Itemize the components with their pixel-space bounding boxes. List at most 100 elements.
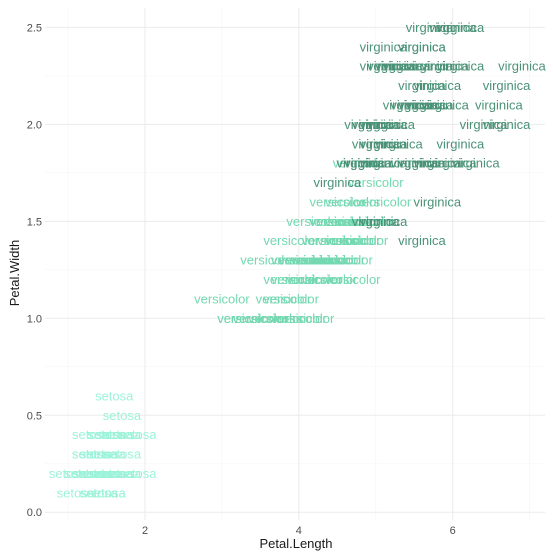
point-label-versicolor: versicolor xyxy=(279,253,335,268)
series-setosa: setosasetosasetosasetosasetosasetosaseto… xyxy=(49,388,157,500)
point-label-versicolor: versicolor xyxy=(302,253,358,268)
point-label-setosa: setosa xyxy=(64,466,103,481)
point-label-virginica: virginica xyxy=(313,175,361,190)
point-label-virginica: virginica xyxy=(498,59,546,74)
point-label-setosa: setosa xyxy=(87,466,126,481)
point-label-virginica: virginica xyxy=(375,136,423,151)
point-label-virginica: virginica xyxy=(360,39,408,54)
point-label-versicolor: versicolor xyxy=(286,272,342,287)
point-label-setosa: setosa xyxy=(72,466,111,481)
point-label-setosa: setosa xyxy=(72,466,111,481)
point-label-setosa: setosa xyxy=(80,466,119,481)
point-label-versicolor: versicolor xyxy=(217,311,273,326)
point-label-versicolor: versicolor xyxy=(309,253,365,268)
point-label-virginica: virginica xyxy=(452,156,500,171)
point-label-versicolor: versicolor xyxy=(356,194,412,209)
point-label-virginica: virginica xyxy=(360,214,408,229)
point-label-setosa: setosa xyxy=(103,427,142,442)
point-label-virginica: virginica xyxy=(344,156,392,171)
point-label-setosa: setosa xyxy=(80,447,119,462)
point-label-setosa: setosa xyxy=(80,466,119,481)
point-label-virginica: virginica xyxy=(421,59,469,74)
point-label-setosa: setosa xyxy=(80,466,119,481)
point-label-setosa: setosa xyxy=(49,466,88,481)
point-label-versicolor: versicolor xyxy=(309,214,365,229)
point-label-versicolor: versicolor xyxy=(194,291,250,306)
point-label-virginica: virginica xyxy=(398,97,446,112)
point-label-setosa: setosa xyxy=(87,466,126,481)
series-versicolor: versicolorversicolorversicolorversicolor… xyxy=(194,156,412,326)
x-tick-label: 2 xyxy=(142,525,148,537)
point-label-setosa: setosa xyxy=(80,485,119,500)
point-label-virginica: virginica xyxy=(383,97,431,112)
point-label-versicolor: versicolor xyxy=(325,214,381,229)
point-label-versicolor: versicolor xyxy=(256,291,312,306)
point-label-virginica: virginica xyxy=(406,59,454,74)
point-label-setosa: setosa xyxy=(87,485,126,500)
point-label-virginica: virginica xyxy=(360,136,408,151)
point-label-virginica: virginica xyxy=(367,59,415,74)
point-label-setosa: setosa xyxy=(80,447,119,462)
point-label-versicolor: versicolor xyxy=(309,214,365,229)
point-label-virginica: virginica xyxy=(367,117,415,132)
point-label-versicolor: versicolor xyxy=(302,272,358,287)
point-label-virginica: virginica xyxy=(398,156,446,171)
y-tick-label: 1.0 xyxy=(27,313,42,325)
point-label-virginica: virginica xyxy=(337,156,385,171)
point-label-setosa: setosa xyxy=(87,427,126,442)
point-label-versicolor: versicolor xyxy=(302,233,358,248)
point-label-versicolor: versicolor xyxy=(271,253,327,268)
point-label-setosa: setosa xyxy=(95,466,134,481)
point-label-versicolor: versicolor xyxy=(271,311,327,326)
point-label-virginica: virginica xyxy=(398,78,446,93)
point-label-versicolor: versicolor xyxy=(317,233,373,248)
point-label-setosa: setosa xyxy=(80,485,119,500)
point-label-versicolor: versicolor xyxy=(302,233,358,248)
point-label-versicolor: versicolor xyxy=(340,214,396,229)
point-label-versicolor: versicolor xyxy=(286,253,342,268)
point-label-setosa: setosa xyxy=(72,466,111,481)
point-label-versicolor: versicolor xyxy=(263,291,319,306)
point-label-versicolor: versicolor xyxy=(294,253,350,268)
point-label-versicolor: versicolor xyxy=(217,311,273,326)
point-label-virginica: virginica xyxy=(483,117,531,132)
x-tick-label: 6 xyxy=(450,525,456,537)
point-label-versicolor: versicolor xyxy=(317,214,373,229)
point-label-setosa: setosa xyxy=(87,427,126,442)
point-label-setosa: setosa xyxy=(64,466,103,481)
point-label-versicolor: versicolor xyxy=(271,253,327,268)
point-label-versicolor: versicolor xyxy=(286,253,342,268)
point-label-versicolor: versicolor xyxy=(317,253,373,268)
point-label-versicolor: versicolor xyxy=(263,272,319,287)
point-label-setosa: setosa xyxy=(118,427,157,442)
point-label-versicolor: versicolor xyxy=(340,214,396,229)
point-label-virginica: virginica xyxy=(437,20,485,35)
y-tick-label: 0.0 xyxy=(27,507,42,519)
point-label-setosa: setosa xyxy=(87,447,126,462)
y-axis-tick-labels: 0.0 0.5 1.0 1.5 2.0 2.5 xyxy=(27,22,42,519)
point-label-virginica: virginica xyxy=(360,117,408,132)
point-label-versicolor: versicolor xyxy=(263,233,319,248)
point-label-setosa: setosa xyxy=(95,466,134,481)
point-label-virginica: virginica xyxy=(437,59,485,74)
point-label-setosa: setosa xyxy=(103,466,142,481)
y-axis-title: Petal.Width xyxy=(7,240,22,306)
point-label-virginica: virginica xyxy=(344,117,392,132)
point-label-setosa: setosa xyxy=(95,466,134,481)
point-label-setosa: setosa xyxy=(57,485,96,500)
x-axis-tick-labels: 2 4 6 xyxy=(142,525,456,537)
point-label-versicolor: versicolor xyxy=(348,175,404,190)
point-label-versicolor: versicolor xyxy=(333,156,389,171)
point-label-versicolor: versicolor xyxy=(271,253,327,268)
point-label-setosa: setosa xyxy=(87,427,126,442)
point-label-virginica: virginica xyxy=(383,59,431,74)
y-tick-label: 1.5 xyxy=(27,216,42,228)
point-label-setosa: setosa xyxy=(103,408,142,423)
point-label-setosa: setosa xyxy=(87,466,126,481)
point-label-virginica: virginica xyxy=(460,117,508,132)
y-tick-label: 0.5 xyxy=(27,410,42,422)
point-label-virginica: virginica xyxy=(398,39,446,54)
point-label-virginica: virginica xyxy=(360,156,408,171)
point-label-virginica: virginica xyxy=(483,78,531,93)
